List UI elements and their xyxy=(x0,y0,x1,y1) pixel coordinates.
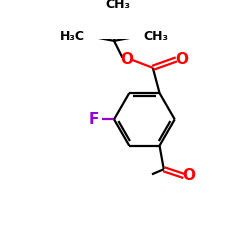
Text: O: O xyxy=(120,52,133,67)
Text: CH₃: CH₃ xyxy=(106,0,131,10)
Text: CH₃: CH₃ xyxy=(144,30,169,43)
Text: O: O xyxy=(175,52,188,67)
Text: O: O xyxy=(182,168,196,184)
Text: F: F xyxy=(88,112,99,127)
Text: H₃C: H₃C xyxy=(60,30,84,43)
